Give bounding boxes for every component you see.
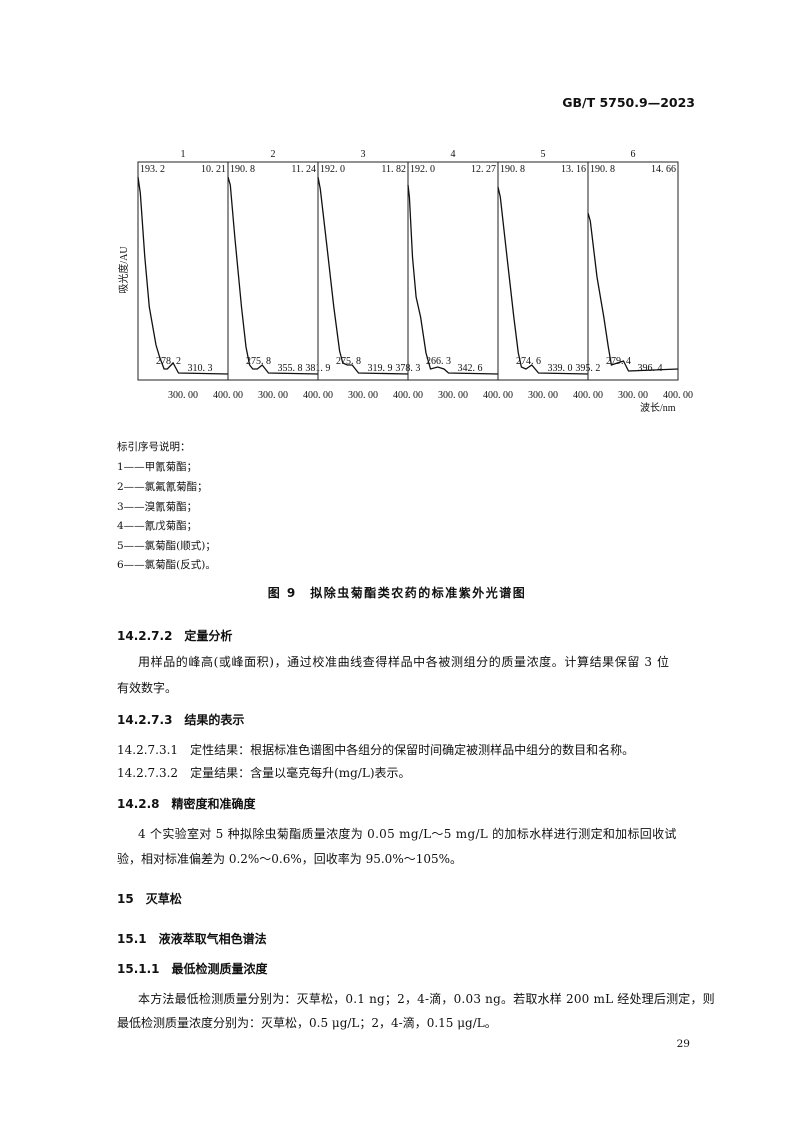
x-tick-label: 300. 00	[528, 390, 558, 401]
x-tick-label: 300. 00	[438, 390, 468, 401]
x-tick-label: 300. 00	[618, 390, 648, 401]
peak-label: 339. 0	[548, 363, 573, 374]
x-tick-label: 400. 00	[213, 390, 243, 401]
section-heading: 14.2.7.3 结果的表示	[117, 713, 245, 727]
paragraph-line: 用样品的峰高(或峰面积)，通过校准曲线查得样品中各被测组分的质量浓度。计算结果保…	[138, 655, 670, 669]
x-tick-label: 300. 00	[348, 390, 378, 401]
peak-label: 279. 4	[606, 356, 631, 367]
section-heading: 15 灭草松	[117, 892, 182, 906]
peak-label: 275. 8	[336, 356, 361, 367]
x-axis-label: 波长/nm	[640, 401, 676, 414]
legend-item: 2——氯氟氰菊酯；	[117, 481, 208, 493]
figure-caption: 图 9 拟除虫菊酯类农药的标准紫外光谱图	[267, 586, 527, 600]
x-tick-label: 300. 00	[168, 390, 198, 401]
x-tick-label: 400. 00	[303, 390, 333, 401]
section-heading: 14.2.8 精密度和准确度	[117, 797, 256, 811]
page-number: 29	[676, 1038, 690, 1050]
legend-item: 6——氯菊酯(反式)。	[117, 559, 216, 571]
spectrum-curve	[587, 212, 679, 372]
spectrum-panel	[227, 161, 319, 381]
legend-title: 标引序号说明：	[117, 441, 191, 453]
section-heading: 15.1 液液萃取气相色谱法	[117, 932, 267, 946]
peak-label: 190. 8	[500, 164, 525, 175]
peak-label: 275. 8	[246, 356, 271, 367]
uv-spectra-figure: 吸光度/AU 波长/nm 1 193. 2 10. 21 278. 2 310. 3 30…	[117, 149, 693, 414]
legend-item: 4——氰戊菊酯；	[117, 520, 198, 532]
spectrum-curve	[407, 184, 499, 375]
spectrum-curve	[317, 176, 409, 375]
retention-time-label: 14. 66	[651, 164, 676, 175]
x-tick-label: 400. 00	[663, 390, 693, 401]
peak-label: 396. 4	[638, 363, 663, 374]
legend-item: 1——甲氰菊酯；	[117, 461, 198, 473]
x-tick-label: 400. 00	[393, 390, 423, 401]
section-heading: 14.2.7.2 定量分析	[117, 629, 233, 643]
peak-label: 342. 6	[458, 363, 483, 374]
panel-title: 3	[361, 149, 366, 160]
legend-item: 3——溴氰菊酯；	[117, 501, 198, 513]
section-heading: 15.1.1 最低检测质量浓度	[117, 962, 268, 976]
peak-label: 190. 8	[230, 164, 255, 175]
paragraph-line: 4 个实验室对 5 种拟除虫菊酯质量浓度为 0.05 mg/L～5 mg/L 的…	[138, 827, 677, 841]
panel-title: 1	[181, 149, 186, 160]
paragraph-line: 验，相对标准偏差为 0.2%～0.6%，回收率为 95.0%～105%。	[117, 852, 463, 866]
retention-time-label: 11. 82	[381, 164, 406, 175]
spectrum-curve	[137, 176, 229, 375]
spectrum-panel	[497, 161, 589, 381]
peak-label: 278. 2	[156, 356, 181, 367]
y-axis-label: 吸光度/AU	[117, 246, 130, 294]
peak-label: 274. 6	[516, 356, 541, 367]
list-item: 14.2.7.3.1 定性结果：根据标准色谱图中各组分的保留时间确定被测样品中组…	[117, 743, 635, 757]
retention-time-label: 11. 24	[291, 164, 316, 175]
peak-label: 310. 3	[188, 363, 213, 374]
spectrum-panel	[407, 161, 499, 381]
panel-title: 5	[541, 149, 546, 160]
retention-time-label: 13. 16	[561, 164, 586, 175]
x-tick-label: 400. 00	[483, 390, 513, 401]
peak-label: 192. 0	[410, 164, 435, 175]
panel-title: 2	[271, 149, 276, 160]
paragraph-line: 本方法最低检测质量分别为：灭草松，0.1 ng；2，4-滴，0.03 ng。若取…	[138, 992, 715, 1006]
panel-title: 4	[451, 149, 456, 160]
paragraph-line: 最低检测质量浓度分别为：灭草松，0.5 μg/L；2，4-滴，0.15 μg/L…	[117, 1016, 497, 1030]
peak-label: 355. 8	[278, 363, 303, 374]
list-item: 14.2.7.3.2 定量结果：含量以毫克每升(mg/L)表示。	[117, 766, 411, 780]
legend-item: 5——氯菊酯(顺式)；	[117, 540, 216, 552]
peak-label: 193. 2	[140, 164, 165, 175]
x-tick-label: 300. 00	[258, 390, 288, 401]
retention-time-label: 12. 27	[471, 164, 496, 175]
peak-label: 192. 0	[320, 164, 345, 175]
paragraph-line: 有效数字。	[117, 681, 178, 695]
spectrum-panel	[317, 161, 409, 381]
peak-label: 319. 9	[368, 363, 393, 374]
retention-time-label: 10. 21	[201, 164, 226, 175]
document-id: GB/T 5750.9—2023	[562, 95, 695, 110]
spectrum-panel	[587, 161, 679, 381]
peak-label: 266. 3	[426, 356, 451, 367]
peak-label: 190. 8	[590, 164, 615, 175]
x-tick-label: 400. 00	[573, 390, 603, 401]
spectrum-curve	[497, 186, 589, 375]
panel-title: 6	[631, 149, 636, 160]
spectrum-curve	[227, 176, 319, 375]
spectrum-panel	[137, 161, 229, 381]
